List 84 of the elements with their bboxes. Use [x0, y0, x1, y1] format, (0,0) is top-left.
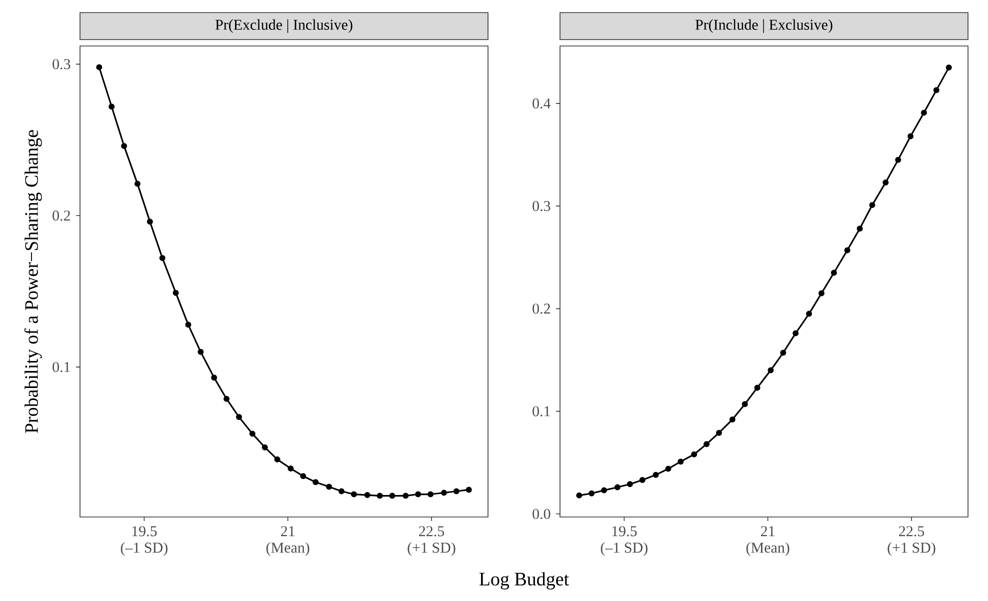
y-tick-label: 0.1: [52, 362, 70, 372]
y-tick-label: 0.4: [532, 98, 551, 109]
point: [742, 401, 748, 408]
x-tick-label: 22.5: [419, 526, 444, 536]
x-axis-title: Log Budget: [479, 572, 569, 590]
y-tick-label: 0.0: [532, 508, 550, 520]
point: [576, 492, 582, 498]
text: (Mean): [746, 542, 790, 556]
point: [920, 110, 927, 116]
point: [639, 477, 646, 484]
point: [652, 472, 659, 478]
y-tick-label: 0.2: [532, 304, 550, 314]
y-tick-label: 0.3: [52, 59, 70, 70]
point: [402, 492, 409, 499]
x-tick-label: 21: [760, 526, 774, 536]
point: [185, 322, 192, 328]
point: [428, 491, 434, 498]
point: [614, 484, 620, 490]
point: [211, 374, 218, 381]
point: [300, 473, 306, 480]
point: [665, 466, 672, 472]
point: [856, 226, 863, 232]
x-tick-label: 21: [280, 526, 294, 536]
point: [262, 444, 268, 450]
text: (+1 SD): [408, 542, 456, 556]
point: [326, 484, 332, 490]
point: [364, 492, 370, 498]
text: (–1 SD): [120, 542, 168, 556]
point: [716, 430, 722, 436]
point: [146, 218, 153, 225]
point: [172, 290, 179, 296]
point: [338, 488, 344, 494]
x-tick-label: 19.5: [132, 526, 157, 536]
point: [678, 458, 684, 465]
point: [882, 179, 889, 186]
point: [249, 430, 256, 437]
point: [780, 350, 786, 356]
point: [691, 451, 698, 458]
point: [134, 180, 140, 187]
y-tick-label: 0.2: [52, 210, 70, 221]
point: [453, 488, 460, 494]
text: (–1 SD): [600, 542, 648, 556]
point: [588, 490, 595, 496]
text: (Mean): [266, 542, 310, 556]
point: [121, 142, 128, 149]
x-tick-label: 19.5: [612, 526, 637, 536]
point: [312, 479, 319, 486]
point: [224, 396, 230, 402]
point: [350, 491, 357, 498]
point: [754, 384, 760, 391]
point: [96, 64, 102, 70]
point: [830, 270, 837, 276]
x-tick-label: 22.5: [899, 526, 924, 536]
point: [376, 492, 383, 499]
point: [601, 487, 608, 494]
point: [895, 156, 902, 163]
point: [440, 490, 447, 496]
point: [844, 247, 850, 254]
chart-title: Pr(Include | Exclusive): [695, 19, 832, 33]
point: [415, 491, 422, 498]
y-tick-label: 0.3: [532, 200, 550, 212]
point: [933, 87, 940, 94]
point: [806, 310, 812, 317]
point: [869, 202, 876, 208]
text: (+1 SD): [888, 542, 936, 556]
point: [108, 104, 115, 110]
y-axis-title: Probability of a Power−Sharing Change: [24, 130, 42, 433]
point: [768, 367, 774, 374]
point: [908, 133, 914, 140]
y-tick-label: 0.1: [532, 406, 550, 416]
point: [236, 414, 242, 420]
point: [729, 416, 736, 422]
point: [288, 466, 294, 472]
point: [792, 330, 799, 336]
point: [946, 64, 952, 71]
point: [626, 481, 633, 488]
point: [389, 492, 396, 499]
chart-title: Pr(Exclude | Inclusive): [215, 19, 352, 33]
point: [198, 348, 204, 355]
point: [818, 290, 824, 296]
point: [466, 486, 472, 493]
point: [274, 456, 280, 462]
point: [704, 441, 710, 448]
point: [159, 255, 166, 262]
